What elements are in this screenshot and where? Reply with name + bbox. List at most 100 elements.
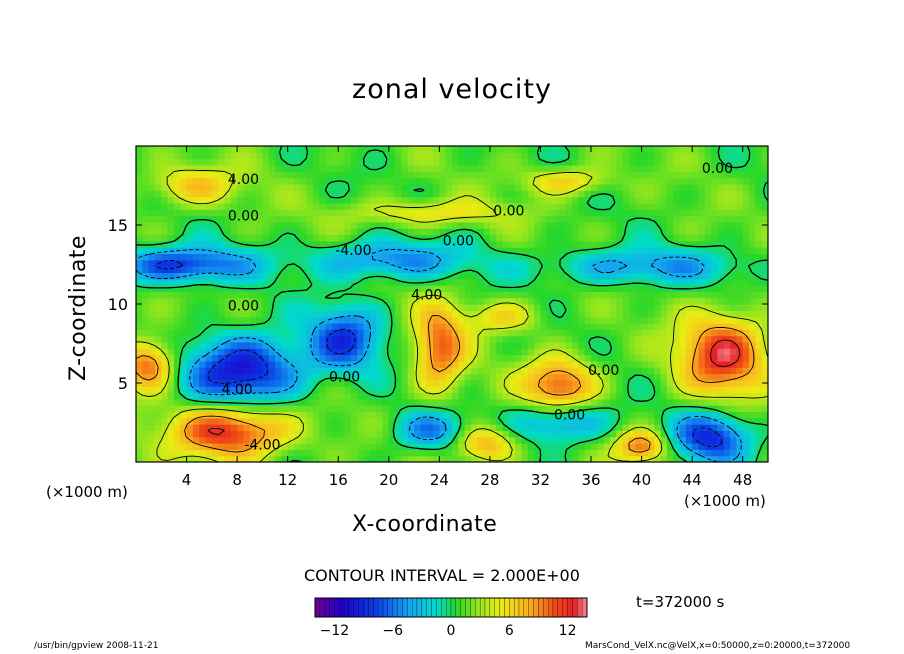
heatmap-cell <box>205 152 213 160</box>
heatmap-cell <box>395 424 403 431</box>
heatmap-cell <box>237 304 245 311</box>
heatmap-cell <box>647 367 655 375</box>
heatmap-cell <box>742 335 750 343</box>
heatmap-cell <box>572 354 579 362</box>
heatmap-cell <box>603 272 611 280</box>
heatmap-cell <box>256 335 263 343</box>
heatmap-cell <box>597 436 605 444</box>
heatmap-cell <box>350 329 358 337</box>
heatmap-cell <box>464 247 472 255</box>
heatmap-cell <box>546 335 554 343</box>
heatmap-cell <box>698 455 706 462</box>
heatmap-cell <box>319 373 327 381</box>
heatmap-cell <box>230 272 238 280</box>
heatmap-cell <box>508 259 516 267</box>
heatmap-cell <box>698 322 706 330</box>
heatmap-cell <box>483 247 491 255</box>
heatmap-cell <box>597 177 605 185</box>
heatmap-cell <box>180 183 188 191</box>
heatmap-cell <box>553 152 561 160</box>
heatmap-cell <box>654 209 662 217</box>
heatmap-cell <box>249 354 257 362</box>
heatmap-cell <box>445 316 453 324</box>
heatmap-cell <box>572 417 579 425</box>
heatmap-cell <box>591 285 598 292</box>
heatmap-cell <box>755 221 763 229</box>
heatmap-cell <box>496 379 504 387</box>
heatmap-cell <box>230 183 238 191</box>
heatmap-cell <box>136 405 143 413</box>
heatmap-cell <box>148 177 156 185</box>
heatmap-cell <box>711 240 719 248</box>
heatmap-cell <box>312 443 320 450</box>
heatmap-cell <box>584 272 592 280</box>
heatmap-cell <box>527 373 535 381</box>
heatmap-cell <box>186 449 194 457</box>
heatmap-cell <box>287 310 295 318</box>
heatmap-cell <box>755 297 763 305</box>
heatmap-cell <box>546 291 554 299</box>
heatmap-cell <box>679 360 687 368</box>
heatmap-cell <box>382 411 390 419</box>
heatmap-cell <box>565 146 573 153</box>
heatmap-cell <box>319 164 327 172</box>
heatmap-cell <box>553 278 561 286</box>
heatmap-cell <box>546 443 554 450</box>
heatmap-cell <box>559 152 567 160</box>
heatmap-cell <box>325 259 333 267</box>
heatmap-cell <box>306 158 314 166</box>
heatmap-cell <box>628 234 636 242</box>
heatmap-cell <box>205 183 213 191</box>
heatmap-cell <box>736 310 744 318</box>
heatmap-cell <box>704 430 712 438</box>
heatmap-cell <box>673 386 681 394</box>
heatmap-cell <box>540 360 548 368</box>
heatmap-cell <box>527 304 535 311</box>
heatmap-cell <box>224 310 232 318</box>
heatmap-cell <box>673 392 681 400</box>
heatmap-cell <box>192 146 200 153</box>
heatmap-cell <box>565 348 573 356</box>
heatmap-cell <box>477 348 485 356</box>
heatmap-cell <box>357 196 365 204</box>
heatmap-cell <box>306 310 314 318</box>
heatmap-cell <box>477 430 485 438</box>
heatmap-cell <box>338 158 346 166</box>
heatmap-cell <box>376 304 384 311</box>
heatmap-cell <box>761 348 768 356</box>
heatmap-cell <box>300 272 308 280</box>
heatmap-cell <box>426 436 434 444</box>
heatmap-cell <box>148 158 156 166</box>
heatmap-cell <box>483 322 491 330</box>
heatmap-cell <box>654 247 662 255</box>
heatmap-cell <box>496 367 504 375</box>
heatmap-cell <box>357 152 365 160</box>
heatmap-cell <box>224 392 232 400</box>
heatmap-cell <box>249 398 257 406</box>
heatmap-cell <box>230 228 238 236</box>
heatmap-cell <box>218 291 226 299</box>
heatmap-cell <box>584 455 592 462</box>
heatmap-cell <box>369 146 377 153</box>
heatmap-cell <box>527 316 535 324</box>
heatmap-cell <box>180 240 188 248</box>
heatmap-cell <box>268 266 276 273</box>
heatmap-cell <box>591 392 598 400</box>
heatmap-cell <box>736 285 744 292</box>
heatmap-cell <box>407 272 415 280</box>
heatmap-cell <box>749 152 756 160</box>
heatmap-cell <box>433 322 440 330</box>
heatmap-cell <box>173 171 181 179</box>
heatmap-cell <box>540 398 548 406</box>
heatmap-cell <box>565 158 573 166</box>
heatmap-cell <box>717 398 725 406</box>
heatmap-cell <box>470 373 478 381</box>
heatmap-cell <box>610 335 617 343</box>
heatmap-cell <box>262 405 270 413</box>
heatmap-cell <box>275 171 282 179</box>
heatmap-cell <box>546 411 554 419</box>
heatmap-cell <box>433 297 440 305</box>
heatmap-cell <box>186 291 194 299</box>
heatmap-cell <box>546 146 554 153</box>
heatmap-cell <box>136 322 143 330</box>
